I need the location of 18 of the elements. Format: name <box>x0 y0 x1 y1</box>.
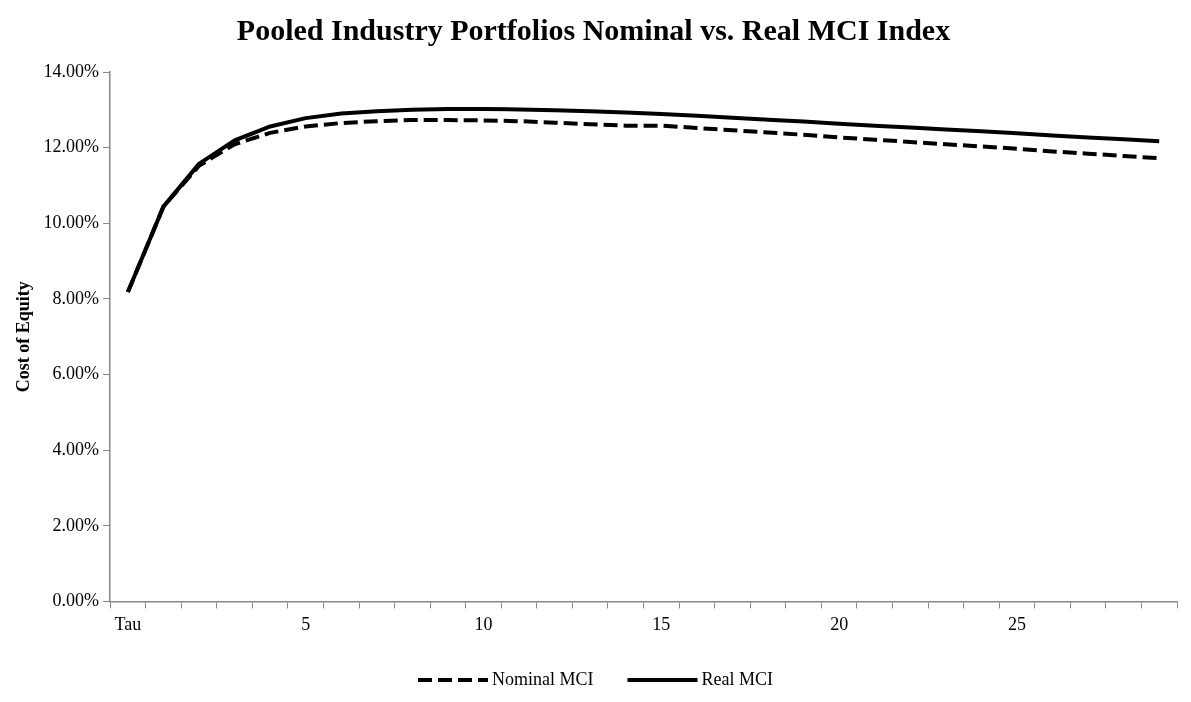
x-tick-label: 20 <box>830 613 849 634</box>
x-tick-label: 10 <box>474 613 493 634</box>
y-tick-label: 2.00% <box>52 514 100 535</box>
chart-title: Pooled Industry Portfolios Nominal vs. Real MCI Index <box>236 12 951 46</box>
y-tick-label: 8.00% <box>52 287 100 308</box>
x-tick-label: 5 <box>301 613 311 634</box>
x-tick-label: Tau <box>114 613 142 634</box>
x-tick-label: 25 <box>1007 613 1026 634</box>
y-tick-label: 12.00% <box>43 136 100 157</box>
y-axis-title: Cost of Equity <box>13 281 34 393</box>
x-tick-label: 15 <box>652 613 671 634</box>
legend-label: Nominal MCI <box>492 668 594 689</box>
y-tick-label: 14.00% <box>43 60 100 81</box>
y-tick-label: 10.00% <box>43 211 100 232</box>
y-tick-label: 6.00% <box>52 363 100 384</box>
legend-label: Real MCI <box>701 668 773 689</box>
y-tick-label: 0.00% <box>52 590 100 611</box>
y-tick-label: 4.00% <box>52 438 100 459</box>
